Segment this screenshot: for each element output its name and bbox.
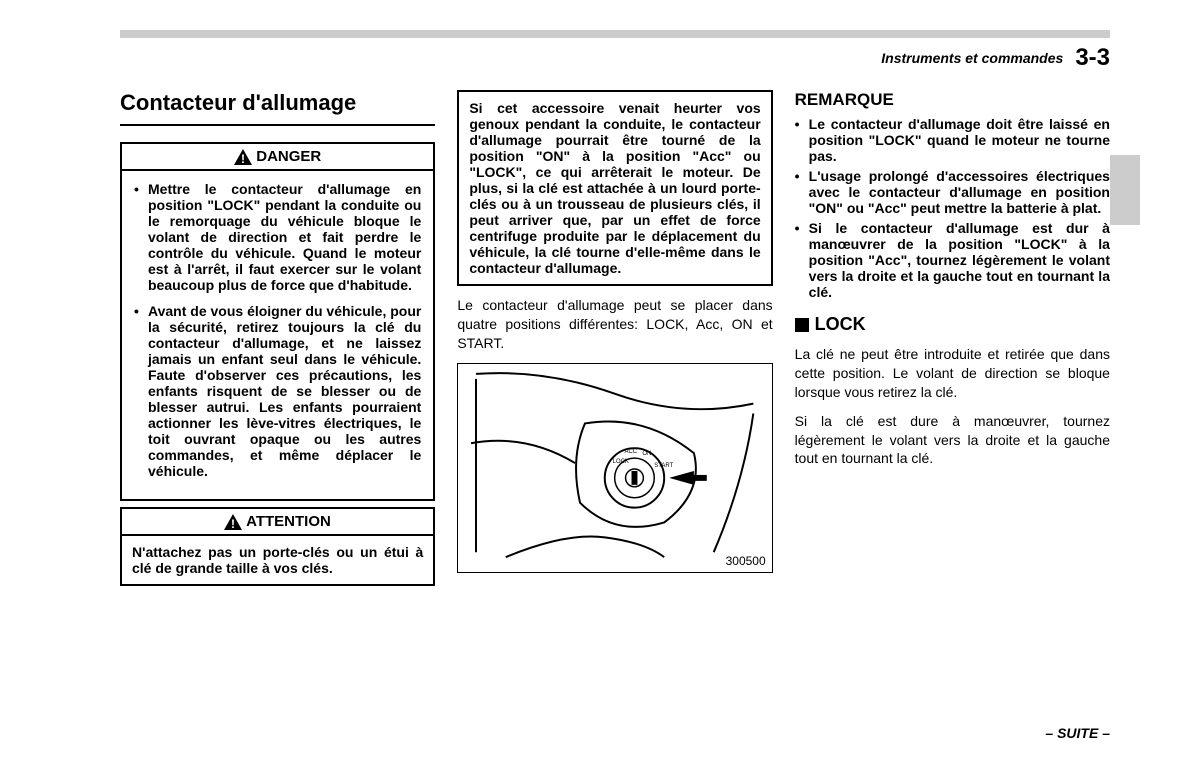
attention-header: ! ATTENTION: [122, 509, 433, 536]
continuation-footer: – SUITE –: [1045, 725, 1110, 741]
ignition-switch-illustration: LOCK ACC ON START: [458, 364, 771, 572]
header-rule: [120, 30, 1110, 38]
attention-continuation-box: Si cet accessoire venait heurter vos gen…: [457, 90, 772, 286]
attention-continuation-text: Si cet accessoire venait heurter vos gen…: [459, 92, 770, 284]
svg-text:LOCK: LOCK: [613, 459, 629, 465]
column-2: Si cet accessoire venait heurter vos gen…: [457, 90, 772, 592]
section-title: Contacteur d'allumage: [120, 90, 435, 116]
section-label: Instruments et commandes: [881, 50, 1063, 66]
ignition-positions-para: Le contacteur d'allumage peut se placer …: [457, 296, 772, 353]
figure-number: 300500: [726, 554, 766, 568]
content-columns: Contacteur d'allumage ! DANGER Mettre le…: [120, 90, 1110, 592]
remark-item: Le contacteur d'allumage doit être laiss…: [795, 116, 1110, 164]
lock-heading: LOCK: [795, 314, 1110, 335]
svg-text:ON: ON: [643, 451, 652, 457]
lock-para-1: La clé ne peut être introduite et retiré…: [795, 345, 1110, 402]
page-number: 3-3: [1075, 44, 1110, 72]
danger-body: Mettre le contacteur d'allumage en posit…: [122, 171, 433, 499]
column-3: REMARQUE Le contacteur d'allumage doit ê…: [795, 90, 1110, 592]
svg-text:ACC: ACC: [625, 449, 638, 455]
danger-label: DANGER: [256, 148, 321, 165]
square-bullet-icon: [795, 318, 809, 332]
svg-text:START: START: [655, 463, 674, 469]
danger-item: Avant de vous éloigner du véhicule, pour…: [134, 303, 421, 479]
danger-box: ! DANGER Mettre le contacteur d'allumage…: [120, 142, 435, 501]
danger-header: ! DANGER: [122, 144, 433, 171]
remark-item: Si le contacteur d'allumage est dur à ma…: [795, 220, 1110, 300]
column-1: Contacteur d'allumage ! DANGER Mettre le…: [120, 90, 435, 592]
title-underline: [120, 124, 435, 126]
attention-label: ATTENTION: [246, 513, 331, 530]
attention-body: N'attachez pas un porte-clés ou un étui …: [122, 536, 433, 584]
edge-tab: [1110, 155, 1140, 225]
remark-heading: REMARQUE: [795, 90, 1110, 110]
warning-triangle-icon: !: [234, 149, 252, 165]
attention-box: ! ATTENTION N'attachez pas un porte-clés…: [120, 507, 435, 586]
remark-list: Le contacteur d'allumage doit être laiss…: [795, 116, 1110, 300]
ignition-figure: LOCK ACC ON START 300500: [457, 363, 772, 573]
page-header: Instruments et commandes 3-3: [120, 44, 1110, 72]
svg-text:!: !: [241, 152, 245, 165]
remark-item: L'usage prolongé d'accessoires électriqu…: [795, 168, 1110, 216]
danger-item: Mettre le contacteur d'allumage en posit…: [134, 181, 421, 293]
lock-para-2: Si la clé est dure à manœuvrer, tournez …: [795, 412, 1110, 469]
lock-heading-text: LOCK: [815, 314, 866, 334]
warning-triangle-icon: !: [224, 514, 242, 530]
svg-text:!: !: [231, 517, 235, 530]
